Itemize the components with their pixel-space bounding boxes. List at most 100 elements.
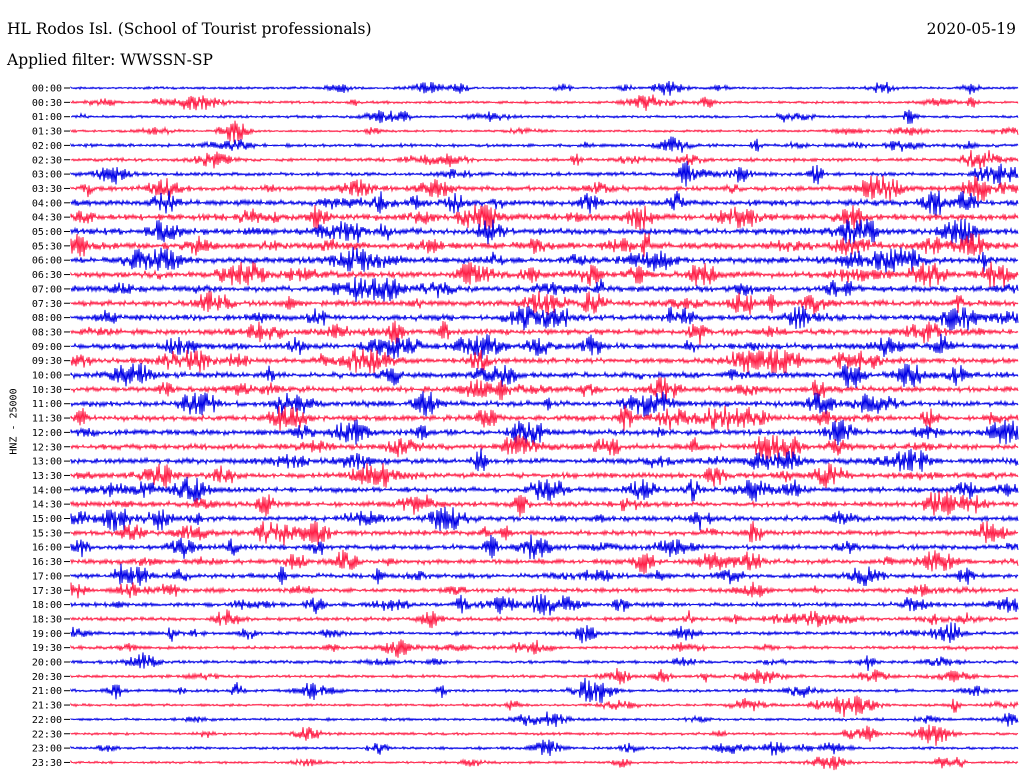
- trace-row-1330: [70, 463, 1019, 489]
- tick-label: 21:00: [32, 686, 62, 697]
- trace-row-1200: [70, 419, 1019, 446]
- tick-label: 19:30: [32, 643, 62, 654]
- tick-label: 10:00: [32, 371, 62, 382]
- trace-row-0300: [70, 161, 1019, 187]
- trace-row-0200: [70, 136, 1019, 153]
- trace-row-0530: [70, 233, 1019, 257]
- trace-row-1630: [70, 549, 1019, 575]
- trace-row-2130: [70, 695, 1019, 718]
- trace-row-2200: [70, 711, 1019, 727]
- trace-row-1230: [70, 434, 1019, 460]
- trace-row-2330: [70, 756, 1019, 771]
- trace-row-0030: [70, 94, 1019, 111]
- trace-row-1930: [70, 639, 1019, 658]
- tick-label: 00:30: [32, 98, 62, 109]
- tick-label: 16:30: [32, 557, 62, 568]
- trace-row-2230: [70, 724, 1019, 746]
- tick-label: 20:30: [32, 672, 62, 683]
- tick-label: 17:30: [32, 586, 62, 597]
- tick-label: 01:30: [32, 127, 62, 138]
- tick-label: 17:00: [32, 571, 62, 582]
- tick-label: 04:00: [32, 198, 62, 209]
- tick-label: 01:00: [32, 112, 62, 123]
- trace-row-1500: [70, 506, 1019, 532]
- trace-row-0330: [70, 175, 1019, 202]
- trace-row-1000: [70, 362, 1019, 389]
- filter-label: Applied filter: WWSSN-SP: [7, 51, 213, 69]
- tick-label: 23:00: [32, 744, 62, 755]
- tick-label: 03:30: [32, 184, 62, 195]
- tick-label: 02:00: [32, 141, 62, 152]
- tick-label: 00:00: [32, 84, 62, 95]
- trace-row-0100: [70, 109, 1019, 124]
- tick-label: 19:00: [32, 629, 62, 640]
- trace-row-1400: [70, 476, 1019, 503]
- tick-label: 16:00: [32, 543, 62, 554]
- trace-row-0400: [70, 190, 1019, 216]
- trace-row-0830: [70, 320, 1019, 345]
- trace-row-0500: [70, 218, 1019, 245]
- trace-row-0000: [70, 80, 1019, 96]
- trace-row-0430: [70, 204, 1019, 231]
- record-date: 2020-05-19: [926, 20, 1016, 38]
- tick-label: 22:30: [32, 729, 62, 740]
- trace-row-1600: [70, 534, 1019, 560]
- trace-row-1530: [70, 520, 1019, 546]
- time-tick-labels: 00:00 00:30 01:00 01:30 02:00 02:30 03:00 03:30…: [32, 84, 70, 769]
- tick-label: 11:30: [32, 414, 62, 425]
- tick-label: 09:00: [32, 342, 62, 353]
- tick-label: 12:30: [32, 442, 62, 453]
- tick-label: 08:00: [32, 313, 62, 324]
- tick-label: 14:00: [32, 485, 62, 496]
- tick-label: 10:30: [32, 385, 62, 396]
- trace-row-2030: [70, 668, 1019, 685]
- tick-label: 03:00: [32, 170, 62, 181]
- trace-row-1130: [70, 405, 1019, 431]
- trace-row-1300: [70, 448, 1019, 472]
- trace-row-1900: [70, 622, 1019, 644]
- tick-label: 13:00: [32, 457, 62, 468]
- tick-label: 18:30: [32, 614, 62, 625]
- trace-row-2000: [70, 652, 1019, 671]
- trace-row-1830: [70, 609, 1019, 629]
- trace-row-1430: [70, 491, 1019, 517]
- tick-label: 06:30: [32, 270, 62, 281]
- trace-row-2100: [70, 677, 1019, 703]
- tick-label: 02:30: [32, 155, 62, 166]
- tick-label: 21:30: [32, 701, 62, 712]
- tick-label: 11:00: [32, 399, 62, 410]
- trace-row-1730: [70, 581, 1019, 599]
- tick-label: 04:30: [32, 213, 62, 224]
- tick-label: 07:30: [32, 299, 62, 310]
- trace-row-0230: [70, 150, 1019, 170]
- tick-label: 07:00: [32, 284, 62, 295]
- station-title: HL Rodos Isl. (School of Tourist profess…: [7, 20, 372, 38]
- trace-row-0130: [70, 120, 1019, 143]
- tick-label: 15:30: [32, 528, 62, 539]
- trace-row-1800: [70, 593, 1019, 616]
- trace-row-2300: [70, 739, 1019, 757]
- tick-label: 15:00: [32, 514, 62, 525]
- tick-label: 13:30: [32, 471, 62, 482]
- tick-label: 23:30: [32, 758, 62, 769]
- tick-label: 14:30: [32, 500, 62, 511]
- tick-label: 05:00: [32, 227, 62, 238]
- trace-row-1100: [70, 391, 1019, 417]
- trace-row-0730: [70, 290, 1019, 316]
- trace-row-1700: [70, 563, 1019, 587]
- tick-label: 08:30: [32, 327, 62, 338]
- trace-row-0930: [70, 348, 1019, 374]
- tick-label: 06:00: [32, 256, 62, 267]
- seismogram-traces: [70, 80, 1019, 771]
- trace-row-0800: [70, 305, 1019, 331]
- tick-label: 12:00: [32, 428, 62, 439]
- tick-label: 22:00: [32, 715, 62, 726]
- tick-label: 09:30: [32, 356, 62, 367]
- tick-label: 18:00: [32, 600, 62, 611]
- tick-label: 20:00: [32, 658, 62, 669]
- trace-row-0630: [70, 261, 1019, 288]
- trace-row-0900: [70, 333, 1019, 359]
- trace-row-0600: [70, 247, 1019, 273]
- trace-row-0700: [70, 277, 1019, 302]
